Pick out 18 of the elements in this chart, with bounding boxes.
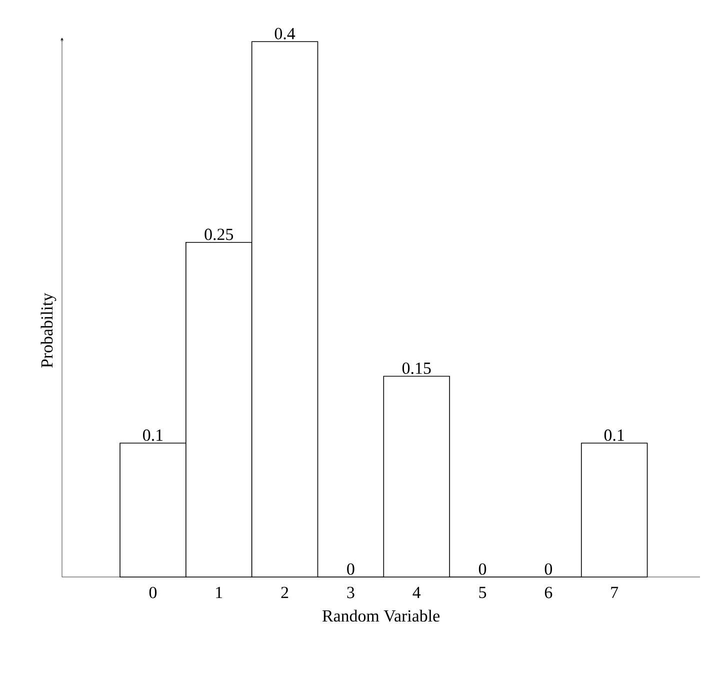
data-label: 0	[544, 563, 552, 575]
x-tick-label: 2	[281, 586, 288, 598]
x-axis-title: Random Variable	[322, 610, 440, 622]
data-label: 0.1	[143, 429, 163, 441]
y-axis-title: Probability	[40, 292, 56, 368]
data-label: 0.15	[402, 362, 431, 374]
data-label: 0	[478, 563, 486, 575]
x-tick-label: 7	[611, 586, 618, 598]
x-tick-label: 1	[216, 586, 222, 598]
x-tick-label: 3	[347, 586, 354, 598]
data-label: 0.25	[204, 228, 234, 240]
x-tick-label: 4	[412, 586, 421, 598]
x-tick-label: 5	[479, 586, 486, 598]
data-label: 0	[347, 563, 354, 575]
data-label: 0.4	[274, 28, 296, 40]
data-label: 0.1	[604, 429, 624, 441]
x-tick-label: 6	[544, 586, 552, 598]
x-tick-label: 0	[149, 586, 157, 598]
